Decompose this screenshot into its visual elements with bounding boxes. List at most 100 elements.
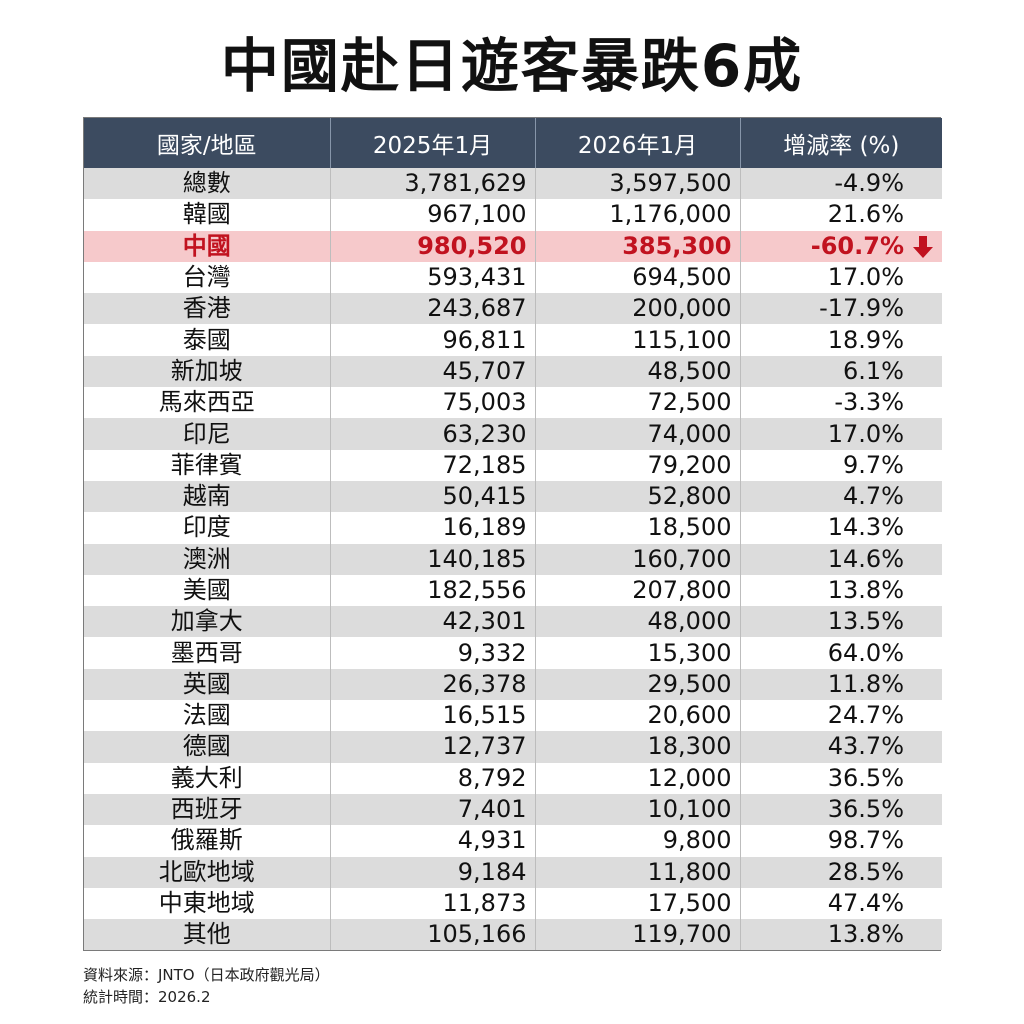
value-2025-cell-text: 63,230 <box>442 419 527 448</box>
down-arrow-icon <box>913 235 933 258</box>
value-2025-cell: 243,687 <box>330 293 536 325</box>
table-row: 墨西哥 9,332 15,300 64.0% <box>84 637 942 669</box>
rate-cell: 13.5% <box>740 606 942 638</box>
value-2026-cell-text: 79,200 <box>647 450 732 479</box>
country-cell: 加拿大 <box>84 606 331 638</box>
value-2025-cell-text: 16,515 <box>442 701 527 730</box>
value-2026-cell-text: 20,600 <box>647 701 732 730</box>
rate-cell: 4.7% <box>740 480 942 513</box>
value-2025-cell-text: 8,792 <box>457 763 527 792</box>
value-2026-cell-text: 29,500 <box>647 669 732 698</box>
country-cell-text: 印尼 <box>182 419 231 448</box>
value-2025-cell: 96,811 <box>330 324 536 356</box>
rate-cell-text: 43.7% <box>827 732 904 761</box>
column-header-2026: 2026年1月 <box>535 118 741 168</box>
rate-cell: -4.9% <box>740 168 942 200</box>
table-row: 馬來西亞 75,003 72,500 -3.3% <box>84 387 942 419</box>
table-row: 西班牙 7,401 10,100 36.5% <box>84 793 942 826</box>
rate-cell: 64.0% <box>740 637 942 669</box>
table-row: 韓國 967,100 1,176,000 21.6% <box>84 199 942 231</box>
country-cell: 印度 <box>84 512 331 544</box>
value-2026-cell: 115,100 <box>535 324 741 356</box>
rate-cell-text: 98.7% <box>827 826 904 855</box>
rate-cell-text: 9.7% <box>843 450 904 479</box>
country-cell: 德國 <box>84 731 331 763</box>
data-table-container: 國家/地區 2025年1月 2026年1月 增減率 (%) 總數 3,781,62… <box>83 117 942 952</box>
rate-cell: 14.6% <box>740 543 942 575</box>
rate-cell-text: 28.5% <box>827 857 904 886</box>
value-2026-cell-text: 11,800 <box>647 857 732 886</box>
value-2025-cell: 72,185 <box>330 449 536 481</box>
value-2026-cell-text: 115,100 <box>632 325 732 354</box>
rate-cell-text: 13.8% <box>827 920 904 949</box>
value-2026-cell-text: 12,000 <box>647 763 732 792</box>
rate-cell-text: 47.4% <box>827 888 904 917</box>
table-row: 俄羅斯 4,931 9,800 98.7% <box>84 825 942 857</box>
date-note: 統計時間：2026.2 <box>83 988 211 1006</box>
rate-cell-text: 36.5% <box>827 763 904 792</box>
value-2025-cell-text: 45,707 <box>442 356 527 385</box>
value-2025-cell-text: 75,003 <box>442 388 527 417</box>
table-row: 印尼 63,230 74,000 17.0% <box>84 418 942 450</box>
value-2025-cell: 16,189 <box>330 512 536 544</box>
country-cell: 英國 <box>84 668 331 701</box>
value-2026-cell-text: 15,300 <box>647 638 732 667</box>
value-2026-cell: 15,300 <box>535 637 741 669</box>
value-2025-cell: 16,515 <box>330 700 536 732</box>
value-2025-cell: 105,166 <box>330 919 536 951</box>
country-cell: 中國 <box>84 230 331 262</box>
rate-cell-text: 4.7% <box>843 482 904 511</box>
value-2026-cell: 694,500 <box>535 261 741 294</box>
rate-cell: 98.7% <box>740 825 942 857</box>
rate-cell-text: -17.9% <box>819 294 904 323</box>
rate-cell: 9.7% <box>740 449 942 481</box>
table-row: 其他 105,166 119,700 13.8% <box>84 919 942 951</box>
table-row: 越南 50,415 52,800 4.7% <box>84 480 942 513</box>
country-cell-text: 德國 <box>182 732 231 761</box>
country-cell: 義大利 <box>84 762 331 794</box>
country-cell-text: 中國 <box>182 231 231 260</box>
value-2026-cell: 12,000 <box>535 762 741 794</box>
table-row: 台灣 593,431 694,500 17.0% <box>84 261 942 294</box>
table-row: 印度 16,189 18,500 14.3% <box>84 512 942 544</box>
value-2025-cell-text: 140,185 <box>427 544 527 573</box>
value-2025-cell: 4,931 <box>330 825 536 857</box>
country-cell-text: 越南 <box>182 482 231 511</box>
value-2026-cell-text: 10,100 <box>647 795 732 824</box>
value-2026-cell-text: 72,500 <box>647 388 732 417</box>
table-row: 英國 26,378 29,500 11.8% <box>84 668 942 701</box>
value-2025-cell-text: 12,737 <box>442 732 527 761</box>
value-2026-cell: 9,800 <box>535 825 741 857</box>
value-2025-cell-text: 4,931 <box>457 826 527 855</box>
rate-cell: 28.5% <box>740 856 942 888</box>
rate-cell-text: -3.3% <box>834 388 904 417</box>
value-2026-cell-text: 207,800 <box>632 576 732 604</box>
rate-cell: 43.7% <box>740 731 942 763</box>
country-cell: 泰國 <box>84 324 331 356</box>
country-cell-text: 加拿大 <box>170 607 243 636</box>
value-2026-cell-text: 74,000 <box>647 419 732 448</box>
country-cell: 澳洲 <box>84 543 331 575</box>
value-2026-cell-text: 48,000 <box>647 607 732 636</box>
source-note: 資料來源：JNTO（日本政府觀光局） <box>83 966 330 984</box>
value-2025-cell-text: 42,301 <box>442 607 527 636</box>
rate-cell: 36.5% <box>740 762 942 794</box>
page-title: 中國赴日遊客暴跌6成 <box>220 32 804 100</box>
value-2025-cell: 980,520 <box>330 230 536 262</box>
country-cell: 美國 <box>84 574 331 607</box>
value-2025-cell-text: 96,811 <box>442 325 527 354</box>
country-cell: 越南 <box>84 480 331 513</box>
rate-cell: 17.0% <box>740 261 942 294</box>
value-2025-cell-text: 3,781,629 <box>404 169 527 198</box>
value-2026-cell-text: 385,300 <box>622 231 732 260</box>
country-cell: 新加坡 <box>84 355 331 388</box>
value-2025-cell: 182,556 <box>330 574 536 607</box>
rate-cell: 17.0% <box>740 418 942 450</box>
value-2026-cell-text: 160,700 <box>632 544 732 573</box>
value-2025-cell: 8,792 <box>330 762 536 794</box>
rate-cell: -3.3% <box>740 387 942 419</box>
value-2026-cell: 385,300 <box>535 230 741 262</box>
rate-cell-text: 17.0% <box>827 419 904 448</box>
table-row: 菲律賓 72,185 79,200 9.7% <box>84 449 942 481</box>
value-2025-cell: 140,185 <box>330 543 536 575</box>
